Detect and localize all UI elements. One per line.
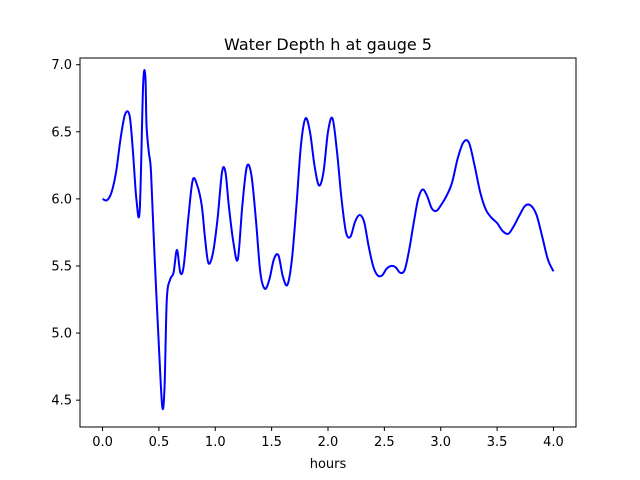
- y-tick-label: 5.5: [51, 259, 72, 274]
- chart-title: Water Depth h at gauge 5: [224, 35, 432, 54]
- x-axis-label: hours: [310, 457, 347, 472]
- plot-frame: [79, 57, 577, 428]
- y-tick-label: 7.0: [51, 58, 72, 73]
- x-tick-label: 2.5: [374, 435, 395, 450]
- x-tick-label: 2.0: [318, 435, 339, 450]
- y-tick-label: 6.5: [51, 125, 72, 140]
- y-tick-label: 6.0: [51, 192, 72, 207]
- y-tick-label: 4.5: [51, 394, 72, 409]
- y-axis-ticks: 4.5 5.0 5.5 6.0 6.5 7.0: [51, 58, 80, 409]
- x-tick-label: 1.0: [205, 435, 226, 450]
- x-tick-label: 1.5: [261, 435, 282, 450]
- x-tick-label: 3.0: [430, 435, 451, 450]
- x-axis-ticks: 0.0 0.5 1.0 1.5 2.0 2.5 3.0 3.5 4.0: [92, 427, 564, 450]
- x-tick-label: 0.0: [92, 435, 113, 450]
- x-tick-label: 4.0: [543, 435, 564, 450]
- x-tick-label: 0.5: [149, 435, 170, 450]
- series-line: [102, 68, 555, 411]
- y-tick-label: 5.0: [51, 327, 72, 342]
- x-tick-label: 3.5: [487, 435, 508, 450]
- plot-area: [102, 68, 555, 411]
